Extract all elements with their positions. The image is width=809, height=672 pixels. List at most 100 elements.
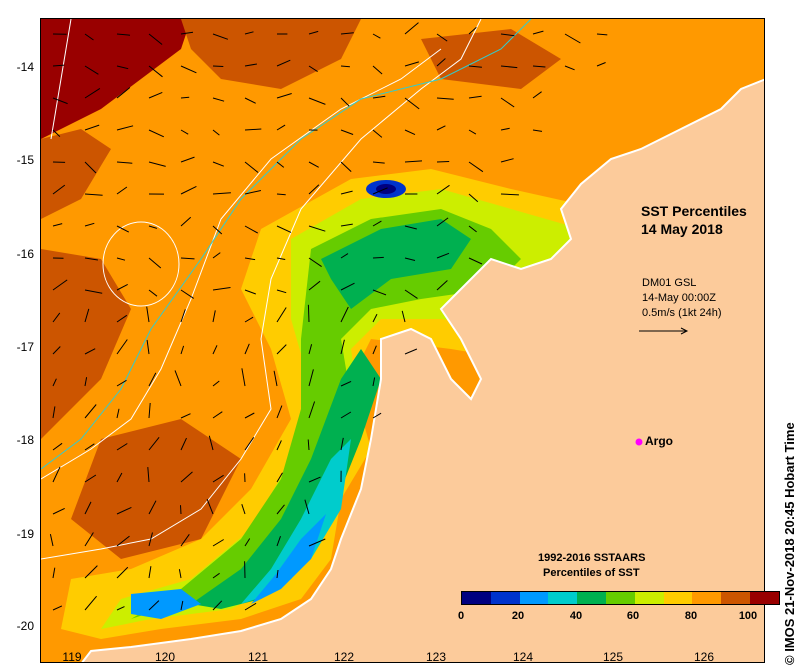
sst-map[interactable]: SST Percentiles 14 May 2018 DM01 GSL 14-… xyxy=(40,18,765,663)
colorbar-swatch-1 xyxy=(490,592,520,604)
current-vector xyxy=(84,443,95,451)
current-vector xyxy=(404,257,416,261)
percentile-colorbar xyxy=(461,591,780,605)
current-vector xyxy=(180,413,191,419)
current-vector xyxy=(116,87,131,99)
current-vector xyxy=(340,97,350,107)
current-vector xyxy=(340,65,350,68)
current-vector xyxy=(147,467,150,483)
current-vector xyxy=(116,566,129,579)
current-vector xyxy=(212,411,223,419)
current-vector xyxy=(340,161,352,172)
current-vector xyxy=(244,31,254,35)
current-vector xyxy=(180,96,190,99)
current-vector xyxy=(404,129,416,136)
current-vector xyxy=(276,93,292,99)
current-vector xyxy=(276,59,291,67)
current-vector xyxy=(178,569,182,579)
current-vector xyxy=(52,466,61,483)
current-vector xyxy=(212,252,221,259)
current-vector xyxy=(116,161,133,164)
current-vector xyxy=(436,252,450,259)
current-vector xyxy=(212,129,220,136)
current-vector xyxy=(308,538,326,547)
contour-line-3 xyxy=(50,19,72,140)
lon-label-126: 126 xyxy=(693,650,715,664)
lon-label-123: 123 xyxy=(425,650,447,664)
current-vector xyxy=(372,377,376,387)
current-vector xyxy=(500,193,519,196)
lon-label-120: 120 xyxy=(154,650,176,664)
current-vector xyxy=(84,161,97,174)
current-vector xyxy=(276,289,287,294)
current-scale-label: 0.5m/s (1kt 24h) xyxy=(642,307,722,319)
current-vector xyxy=(180,156,195,163)
current-vector xyxy=(340,129,354,135)
current-vector xyxy=(276,536,281,547)
current-vector xyxy=(180,600,184,611)
current-vector xyxy=(116,379,127,387)
current-vector xyxy=(212,380,220,387)
colorbar-swatch-4 xyxy=(577,592,606,604)
current-vector xyxy=(532,91,542,99)
current-vector xyxy=(244,190,262,195)
current-vector xyxy=(436,280,448,291)
current-vector xyxy=(174,370,182,387)
current-vector xyxy=(468,161,484,173)
current-vector xyxy=(52,279,68,291)
current-vector xyxy=(468,225,477,233)
warm-patch-n xyxy=(181,19,361,89)
current-vector xyxy=(116,65,129,70)
current-vector xyxy=(372,345,377,355)
argo-float-marker xyxy=(635,438,643,446)
current-time-label: 14-May 00:00Z xyxy=(642,292,716,304)
warm-patch-ne xyxy=(421,29,561,89)
current-vector xyxy=(148,600,160,611)
current-vector xyxy=(308,369,314,387)
current-vector xyxy=(180,257,195,260)
current-vector xyxy=(116,225,130,233)
current-vector xyxy=(244,161,259,173)
current-vector xyxy=(340,339,345,355)
current-vector xyxy=(340,306,349,323)
current-vector xyxy=(180,289,194,299)
current-vector xyxy=(308,97,326,105)
current-vector xyxy=(84,87,101,99)
current-vector xyxy=(372,412,382,419)
current-vector xyxy=(116,506,132,515)
warm-patch-sw xyxy=(71,419,241,559)
current-vector xyxy=(273,370,278,387)
current-vector xyxy=(84,65,99,75)
current-vector xyxy=(436,58,446,67)
current-vector xyxy=(148,129,165,138)
cool-band-lightgreen xyxy=(131,209,521,619)
current-vector xyxy=(212,287,231,291)
current-vector xyxy=(84,289,103,294)
current-vector xyxy=(436,97,454,100)
current-vector xyxy=(244,63,257,67)
lon-label-125: 125 xyxy=(602,650,624,664)
current-vector xyxy=(116,606,125,611)
current-vector xyxy=(276,161,285,168)
current-vector xyxy=(308,225,326,232)
current-vector xyxy=(84,474,97,483)
current-vector xyxy=(52,129,61,137)
lat-label-18: -18 xyxy=(16,433,34,447)
current-vector xyxy=(308,476,321,483)
colorbar-label-20: 20 xyxy=(511,610,525,622)
current-vector xyxy=(276,504,285,515)
current-vector xyxy=(340,437,344,451)
current-vector xyxy=(436,33,448,42)
lat-label-14: -14 xyxy=(16,60,34,74)
current-vector xyxy=(84,595,97,611)
current-vector xyxy=(276,124,286,131)
map-title: SST Percentiles xyxy=(641,203,747,219)
warm-patch-w1 xyxy=(41,129,111,219)
current-vector xyxy=(49,533,54,547)
current-vector xyxy=(180,471,193,483)
current-vector xyxy=(468,193,479,203)
current-vector xyxy=(148,65,163,78)
current-vector xyxy=(146,339,150,355)
current-vector xyxy=(564,33,581,44)
current-vector xyxy=(276,440,282,451)
